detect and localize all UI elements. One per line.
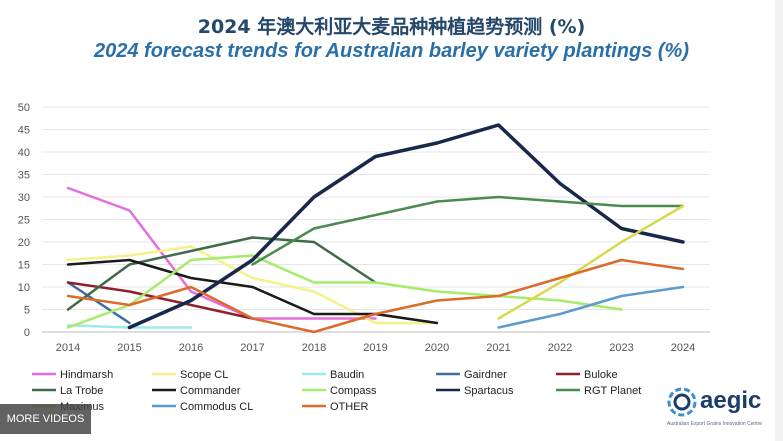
y-tick-label: 30 (18, 192, 30, 204)
series-line-gairdner (66, 281, 131, 325)
x-tick-label: 2023 (609, 342, 633, 354)
x-tick-label: 2017 (240, 342, 264, 354)
chart-title-english: 2024 forecast trends for Australian barl… (93, 40, 689, 62)
x-tick-label: 2014 (56, 342, 80, 354)
x-tick-label: 2015 (117, 342, 141, 354)
legend-label-gairdner: Gairdner (464, 369, 507, 381)
aegic-logo-icon (667, 387, 697, 417)
legend-label-rgt-planet: RGT Planet (584, 385, 641, 397)
series-line-scope-cl (66, 245, 439, 325)
legend-label-la-trobe: La Trobe (60, 385, 103, 397)
y-tick-label: 40 (18, 147, 30, 159)
y-tick-label: 15 (18, 260, 30, 272)
more-videos-button[interactable]: MORE VIDEOS (0, 404, 91, 434)
series-line-la-trobe (66, 236, 377, 311)
x-tick-label: 2020 (425, 342, 449, 354)
y-tick-label: 10 (18, 282, 30, 294)
y-axis-ticks: 0 5 10 15 20 25 30 35 40 45 50 (18, 102, 30, 339)
logo-subtitle: Australian Export Grains Innovation Cent… (667, 421, 763, 427)
series-line-other (66, 258, 685, 334)
legend-label-other: OTHER (330, 401, 369, 413)
x-tick-label: 2019 (363, 342, 387, 354)
series-line-spartacus (127, 123, 685, 330)
x-tick-label: 2016 (179, 342, 203, 354)
series-line-compass (66, 254, 623, 329)
y-tick-label: 5 (24, 305, 30, 317)
x-tick-label: 2021 (486, 342, 510, 354)
right-edge-strip (775, 0, 783, 441)
aegic-logo: aegic Australian Export Grains Innovatio… (667, 385, 777, 435)
legend-label-spartacus: Spartacus (464, 385, 514, 397)
legend-label-commander: Commander (180, 385, 241, 397)
x-tick-label: 2018 (302, 342, 326, 354)
x-axis-ticks: 2014 2015 2016 2017 2018 2019 2020 2021 2022 2023… (56, 342, 695, 354)
legend-label-commodus-cl: Commodus CL (180, 401, 253, 413)
legend-label-hindmarsh: Hindmarsh (60, 369, 113, 381)
y-tick-label: 25 (18, 215, 30, 227)
y-tick-label: 0 (24, 327, 30, 339)
y-tick-label: 45 (18, 125, 30, 137)
logo-wordmark: aegic (700, 387, 762, 414)
y-tick-label: 50 (18, 102, 30, 114)
legend-label-scope-cl: Scope CL (180, 369, 228, 381)
legend-label-compass: Compass (330, 385, 377, 397)
series-lines (66, 123, 685, 334)
x-tick-label: 2022 (548, 342, 572, 354)
series-line-maximus (497, 204, 685, 320)
chart-title-chinese: 2024 年澳大利亚大麦品种种植趋势预测 (%) (197, 16, 586, 38)
legend-label-baudin: Baudin (330, 369, 364, 381)
series-line-rgt-planet (251, 195, 685, 266)
legend-label-buloke: Buloke (584, 369, 618, 381)
y-tick-label: 20 (18, 237, 30, 249)
y-tick-label: 35 (18, 170, 30, 182)
x-tick-label: 2024 (671, 342, 695, 354)
series-line-commodus-cl (497, 285, 685, 329)
legend: Hindmarsh Scope CL Baudin Gairdner Buloke La … (32, 369, 641, 413)
series-line-hindmarsh (66, 186, 377, 320)
